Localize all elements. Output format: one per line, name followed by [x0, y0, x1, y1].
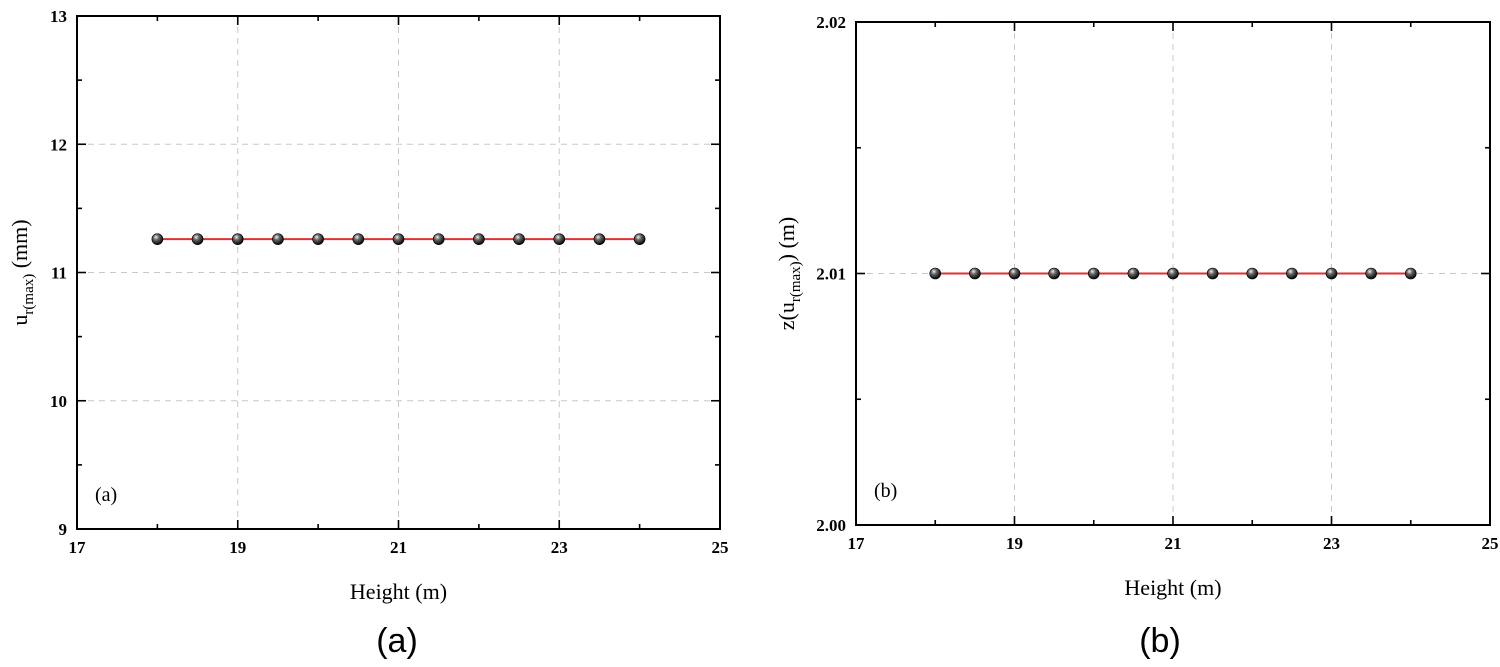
data-point [1167, 267, 1179, 280]
data-point [1048, 267, 1060, 280]
data-point [1246, 267, 1259, 280]
data-point [432, 233, 445, 245]
x-tick-label: 21 [390, 538, 407, 557]
y-tick-label: 2.01 [816, 265, 846, 284]
x-tick-label: 17 [848, 534, 866, 553]
data-point [473, 233, 485, 245]
x-tick-label: 25 [712, 538, 729, 557]
data-point [1286, 267, 1298, 280]
y-tick-label: 9 [59, 520, 68, 539]
data-point [929, 267, 942, 280]
x-axis-title: Height (m) [1124, 575, 1221, 600]
data-point [1325, 267, 1338, 280]
y-tick-label: 10 [50, 392, 67, 411]
x-tick-label: 19 [1006, 534, 1023, 553]
plot-frame [76, 15, 721, 530]
x-axis-title: Height (m) [350, 579, 447, 604]
data-point [312, 233, 324, 245]
y-axis-title: z(ur(max)) (m) [774, 217, 804, 331]
panel-b: 17 19 21 23 25 2.00 2.01 2.02 Height (m) z(ur(max… [774, 13, 1499, 600]
y-tick-label: 13 [50, 7, 67, 26]
data-point [392, 233, 405, 245]
panel-caption: (a) [376, 622, 418, 660]
x-tick-label: 17 [69, 538, 87, 557]
y-tick-label: 2.00 [816, 516, 846, 535]
panel-label: (a) [95, 484, 117, 506]
panel-a: 17 19 21 23 25 9 10 11 12 13 Height (m) ur(max) (mm… [7, 7, 729, 604]
data-point [553, 233, 566, 245]
data-point [1008, 267, 1021, 280]
data-point [272, 233, 284, 245]
panel-label: (b) [874, 480, 897, 502]
x-tick-label: 23 [551, 538, 568, 557]
x-tick-label: 25 [1482, 534, 1499, 553]
data-point [151, 233, 164, 245]
x-tick-label: 21 [1165, 534, 1182, 553]
data-point [513, 233, 525, 245]
y-axis-title: ur(max) (mm) [7, 219, 37, 325]
data-point [633, 233, 646, 245]
data-point [1404, 267, 1417, 280]
y-tick-label: 11 [51, 264, 67, 283]
data-point [593, 233, 606, 245]
data-point [1206, 267, 1219, 280]
data-point [969, 267, 981, 280]
data-point [1127, 267, 1140, 280]
x-tick-label: 19 [229, 538, 246, 557]
data-point [1365, 267, 1377, 280]
y-tick-label: 2.02 [816, 13, 846, 32]
data-point [231, 233, 244, 245]
data-point [191, 233, 204, 245]
plot-frame [855, 21, 1491, 526]
panel-caption: (b) [1139, 622, 1181, 660]
x-tick-label: 23 [1323, 534, 1340, 553]
data-point [1087, 267, 1100, 280]
data-point [352, 233, 365, 245]
y-tick-label: 12 [50, 135, 67, 154]
